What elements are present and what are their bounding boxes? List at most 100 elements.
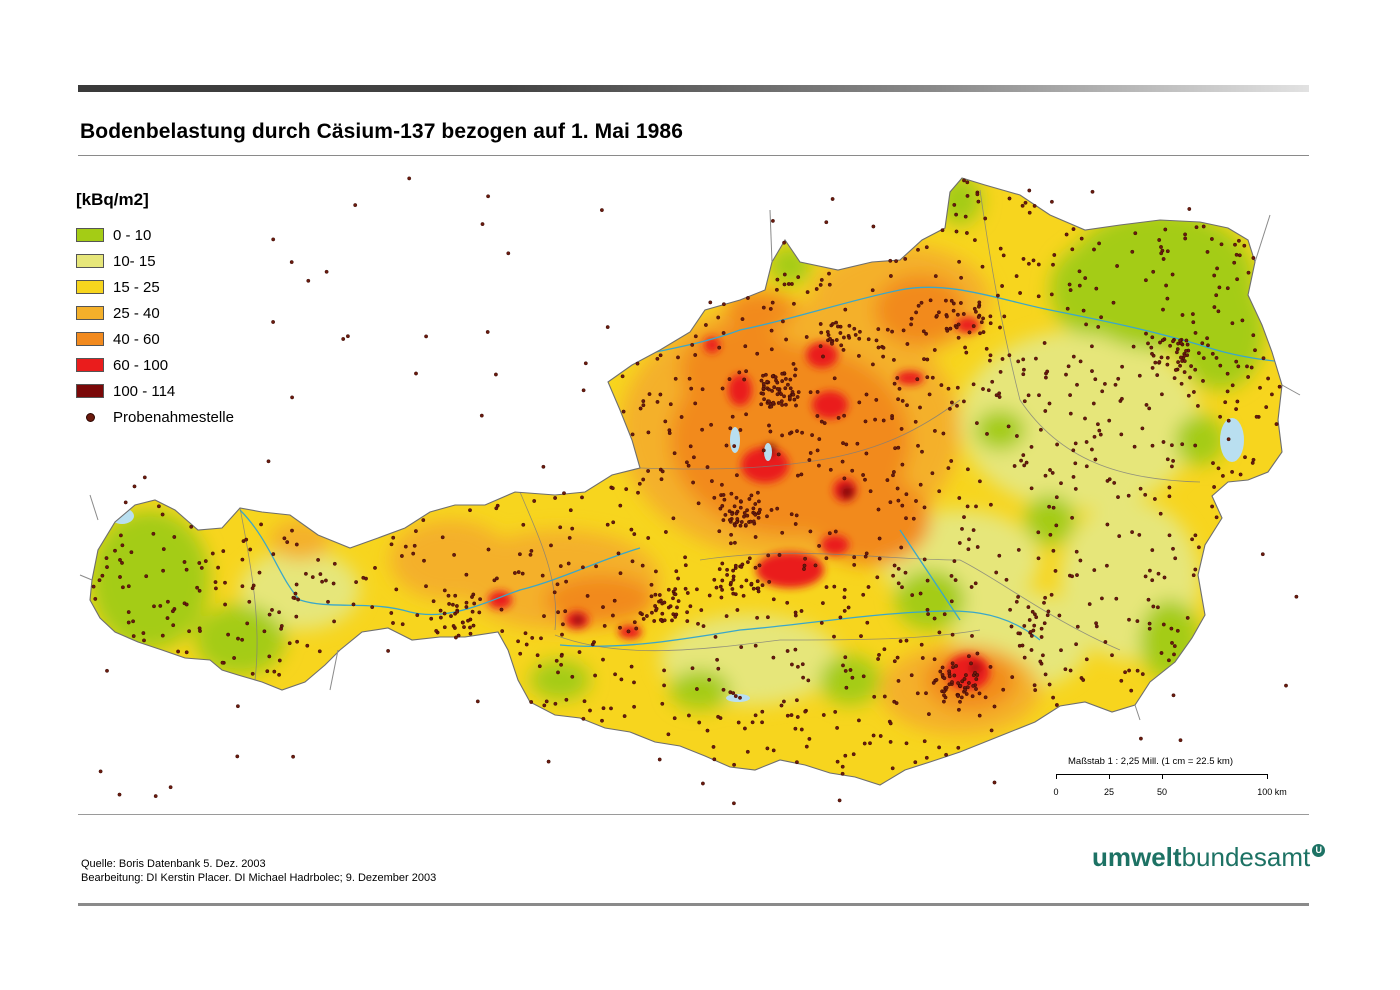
sample-point xyxy=(974,687,978,691)
sample-point xyxy=(975,192,980,197)
sample-point xyxy=(780,433,784,438)
legend-item-0: 0 - 10 xyxy=(76,222,234,248)
sample-point xyxy=(331,581,336,586)
sample-point xyxy=(969,585,974,589)
sample-point xyxy=(924,755,929,760)
sample-point xyxy=(895,376,900,380)
sample-point xyxy=(248,547,253,552)
sample-point xyxy=(836,324,840,329)
sample-point xyxy=(962,515,966,519)
sample-point xyxy=(570,674,575,679)
sample-point xyxy=(1219,242,1224,247)
sample-point xyxy=(601,706,606,711)
sample-point xyxy=(1016,359,1021,364)
sample-point xyxy=(753,535,758,539)
sample-point xyxy=(963,688,968,693)
sample-point xyxy=(814,287,819,291)
sample-point xyxy=(729,580,733,585)
sample-point xyxy=(466,618,470,623)
sample-point xyxy=(675,605,679,610)
sample-point xyxy=(518,651,523,656)
sample-point xyxy=(182,560,187,564)
sample-point xyxy=(618,625,622,630)
sample-point xyxy=(916,443,920,448)
legend-item-4: 40 - 60 xyxy=(76,326,234,352)
sample-point xyxy=(755,579,760,584)
sample-point xyxy=(1045,369,1050,374)
sample-point xyxy=(952,559,957,563)
sample-point xyxy=(891,473,895,478)
sample-point xyxy=(1157,360,1162,364)
sample-point xyxy=(942,693,946,698)
sample-point xyxy=(960,679,965,684)
sample-point xyxy=(765,514,769,519)
sample-point xyxy=(1156,605,1160,610)
sample-point xyxy=(843,669,848,673)
sample-point xyxy=(1044,375,1048,380)
sample-point xyxy=(882,647,887,652)
sample-point xyxy=(850,675,855,680)
sample-point xyxy=(876,657,880,661)
sample-point xyxy=(956,335,961,340)
sample-point xyxy=(529,700,534,704)
sample-point xyxy=(632,620,637,625)
sample-point xyxy=(1147,626,1152,631)
sample-point xyxy=(654,569,658,574)
sample-point xyxy=(994,393,999,398)
sample-point xyxy=(730,512,734,516)
sample-point xyxy=(938,669,943,674)
sample-point xyxy=(800,430,804,435)
sample-point xyxy=(755,615,759,620)
sample-point xyxy=(782,272,787,277)
sample-point xyxy=(351,602,356,607)
sample-point xyxy=(221,549,226,553)
sample-point xyxy=(937,310,941,315)
sample-point xyxy=(768,306,773,311)
sample-point xyxy=(760,709,765,714)
sample-point xyxy=(676,576,680,581)
sample-point xyxy=(847,335,852,340)
sample-point xyxy=(668,604,673,609)
sample-point xyxy=(933,428,937,433)
sample-point xyxy=(731,577,736,582)
sample-point xyxy=(911,516,916,521)
sample-point xyxy=(727,377,732,381)
sample-point xyxy=(259,522,263,527)
sample-point xyxy=(160,633,165,638)
sample-point xyxy=(861,592,866,597)
sample-point xyxy=(732,801,736,806)
sample-point xyxy=(1029,648,1034,652)
sample-point xyxy=(914,310,918,315)
sample-point xyxy=(925,578,930,583)
sample-point xyxy=(842,609,847,613)
sample-point xyxy=(720,386,725,391)
sample-point xyxy=(825,329,830,334)
sample-point xyxy=(990,379,995,384)
sample-point xyxy=(909,322,913,327)
sample-point xyxy=(403,544,408,549)
sample-point xyxy=(1193,567,1198,572)
sample-point xyxy=(277,610,281,615)
sample-point xyxy=(988,358,992,363)
sample-point xyxy=(1215,266,1220,271)
sample-point xyxy=(775,506,780,511)
sample-point xyxy=(830,197,835,201)
sample-point xyxy=(558,564,563,568)
sample-point xyxy=(602,624,607,628)
sample-point xyxy=(303,571,308,576)
sample-point xyxy=(524,642,529,647)
sample-point xyxy=(955,403,959,408)
sample-point xyxy=(855,441,860,446)
sample-point xyxy=(664,530,668,534)
sample-point xyxy=(265,669,270,674)
sample-point xyxy=(666,732,671,737)
sample-point xyxy=(1084,464,1089,469)
sample-point xyxy=(721,518,726,522)
sample-point xyxy=(667,431,672,435)
sample-point xyxy=(618,503,623,508)
sample-point xyxy=(945,314,949,319)
sample-point xyxy=(320,579,324,584)
sample-point xyxy=(1193,330,1198,335)
sample-point xyxy=(750,720,755,725)
